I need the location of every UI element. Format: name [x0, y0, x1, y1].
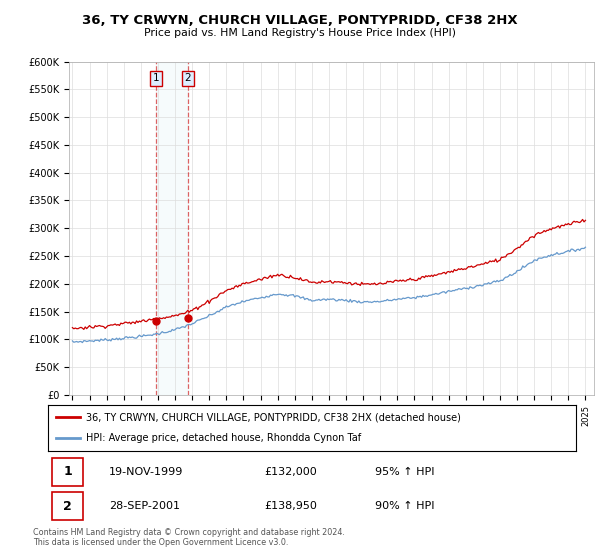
Text: 36, TY CRWYN, CHURCH VILLAGE, PONTYPRIDD, CF38 2HX (detached house): 36, TY CRWYN, CHURCH VILLAGE, PONTYPRIDD…	[86, 412, 461, 422]
Bar	[156, 62, 188, 395]
Text: £138,950: £138,950	[265, 501, 317, 511]
Text: 90% ↑ HPI: 90% ↑ HPI	[376, 501, 435, 511]
Text: 36, TY CRWYN, CHURCH VILLAGE, PONTYPRIDD, CF38 2HX: 36, TY CRWYN, CHURCH VILLAGE, PONTYPRIDD…	[82, 14, 518, 27]
Text: £132,000: £132,000	[265, 466, 317, 477]
Text: 1: 1	[152, 73, 159, 83]
Text: 2: 2	[184, 73, 191, 83]
Text: Contains HM Land Registry data © Crown copyright and database right 2024.
This d: Contains HM Land Registry data © Crown c…	[33, 528, 345, 547]
Text: 2: 2	[63, 500, 72, 512]
FancyBboxPatch shape	[52, 458, 83, 486]
Text: Price paid vs. HM Land Registry's House Price Index (HPI): Price paid vs. HM Land Registry's House …	[144, 28, 456, 38]
Text: 19-NOV-1999: 19-NOV-1999	[109, 466, 183, 477]
FancyBboxPatch shape	[52, 492, 83, 520]
Text: 1: 1	[63, 465, 72, 478]
Text: HPI: Average price, detached house, Rhondda Cynon Taf: HPI: Average price, detached house, Rhon…	[86, 433, 361, 444]
Text: 28-SEP-2001: 28-SEP-2001	[109, 501, 180, 511]
Text: 95% ↑ HPI: 95% ↑ HPI	[376, 466, 435, 477]
